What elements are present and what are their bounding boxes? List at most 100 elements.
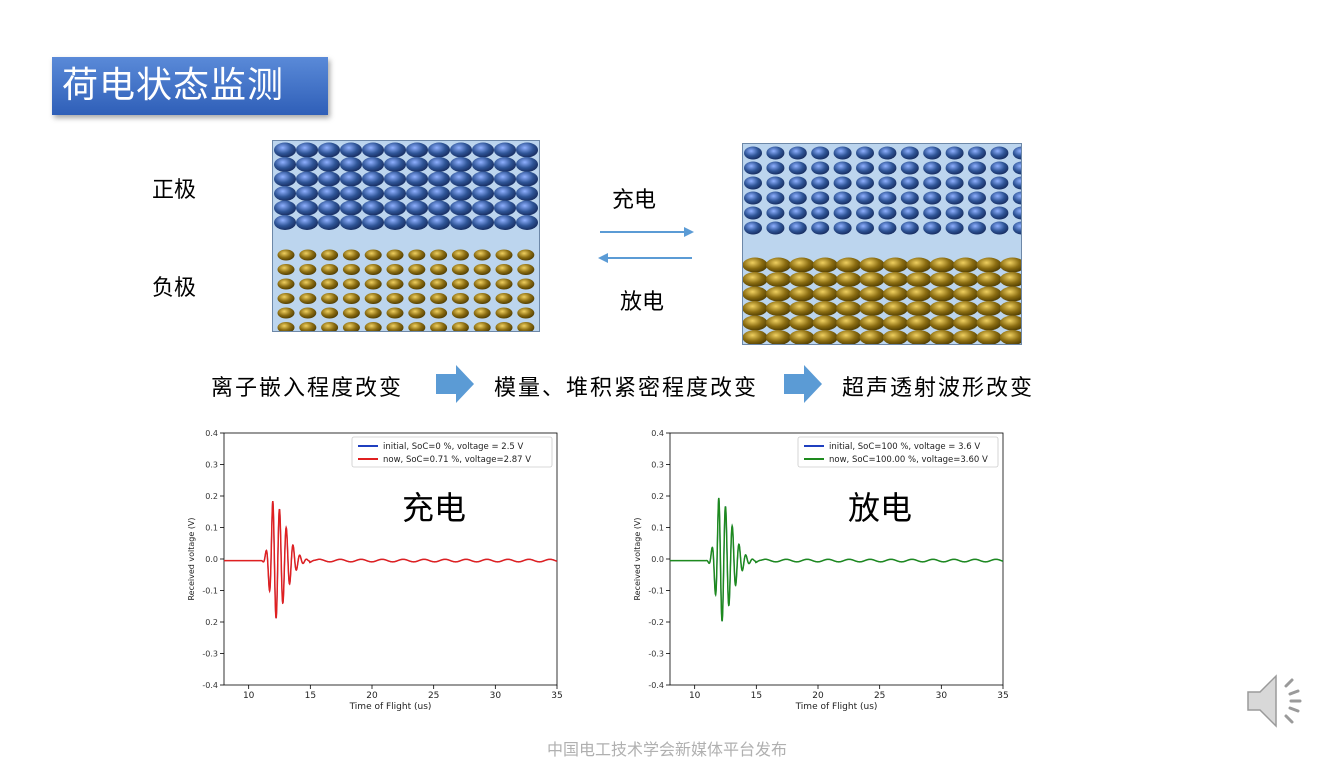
anode-particle [495,249,513,261]
cathode-particle [856,161,874,175]
anode-particle [342,278,360,290]
cathode-particle [450,215,472,230]
cathode-particle [878,176,897,190]
cathode-particle [450,200,472,216]
cathode-particle [450,186,472,201]
anode-particle [517,293,535,304]
y-tick-label: 0.3 [651,461,664,470]
anode-particle [859,272,885,287]
cathode-particle [384,186,406,201]
cathode-particle [923,206,942,220]
anode-particle [812,257,838,273]
cathode-particle [878,146,897,160]
cathode-particle [968,221,986,235]
cathode-particle [428,157,450,172]
flow-step-1: 离子嵌入程度改变 [211,376,404,401]
anode-particle [859,257,885,273]
cathode-particle [274,142,296,158]
cathode-particle [766,206,785,220]
anode-particle [812,272,838,287]
y-tick-label: 0.4 [205,429,218,438]
legend-entry: initial, SoC=100 %, voltage = 3.6 V [829,442,980,452]
block-arrow-right-icon [784,365,822,403]
negative-electrode-label: 负极 [152,276,197,301]
charge-arrow-icon [600,227,694,237]
block-arrow-right-icon [436,365,474,403]
anode-particle [517,322,535,331]
positive-electrode-label: 正极 [152,178,197,203]
cathode-particle [384,157,406,172]
cathode-particle [833,206,852,220]
cathode-particle [990,206,1009,220]
cathode-particle [494,171,516,187]
cathode-particle [384,171,406,187]
anode-particle [812,286,838,302]
anode-particle [495,278,513,290]
y-axis-label: Received voltage (V) [633,517,642,600]
cathode-particle [945,206,964,220]
speaker-icon[interactable] [1244,670,1308,732]
cathode-particle [406,215,428,230]
anode-particle [342,293,360,304]
cathode-particle [472,215,494,230]
cathode-particle [811,221,830,235]
legend-entry: now, SoC=100.00 %, voltage=3.60 V [829,455,988,465]
cathode-particle [856,221,874,235]
anode-particle [976,315,1002,331]
anode-particle [906,286,932,302]
anode-particle [277,249,295,261]
anode-particle [473,293,491,304]
cathode-particle [788,176,807,190]
cathode-particle [878,206,897,220]
y-tick-label: 0.4 [651,429,664,438]
anode-particle [836,257,862,273]
anode-particle [299,278,317,290]
cathode-particle [318,157,340,172]
series-line-1 [670,497,1004,622]
legend-entry: now, SoC=0.71 %, voltage=2.87 V [383,455,531,465]
cathode-particle [318,200,340,216]
x-tick-label: 30 [490,691,502,701]
anode-particle [882,301,908,316]
y-tick-label: -0.1 [648,587,664,596]
x-tick-label: 15 [751,691,762,701]
cathode-particle [384,142,406,158]
anode-particle [299,264,317,275]
y-tick-label: 0.0 [205,555,218,564]
anode-particle [765,286,791,302]
cathode-particle [968,176,986,190]
x-tick-label: 10 [689,691,701,701]
anode-particle [364,322,382,331]
anode-particle [364,293,382,304]
cathode-particle [833,221,852,235]
anode-particle [321,249,339,261]
cathode-particle [945,176,964,190]
x-axis-label: Time of Flight (us) [349,702,432,712]
cathode-particle [900,221,919,235]
cathode-particle [274,215,296,230]
cathode-particle [923,161,942,175]
cathode-particle [516,200,538,216]
cathode-particle [296,142,318,158]
cathode-particle [788,146,807,160]
anode-particle [321,307,339,319]
cathode-particle [788,191,807,205]
anode-particle [408,249,426,261]
anode-particle [299,307,317,319]
charge-label: 充电 [612,188,657,213]
anode-particle [299,293,317,304]
y-axis-label: Received voltage (V) [187,517,196,600]
anode-particle [743,315,768,331]
anode-particle [342,249,360,261]
anode-particle [430,322,448,331]
y-tick-label: -0.2 [648,618,664,627]
cathode-particle [340,215,362,230]
anode-particle [473,249,491,261]
anode-particle [743,257,768,273]
cathode-particle [274,200,296,216]
anode-particle [408,278,426,290]
anode-particle [999,257,1021,273]
cathode-particle [1012,221,1021,235]
anode-particle [451,322,469,331]
cell-particles-after [743,146,1021,344]
